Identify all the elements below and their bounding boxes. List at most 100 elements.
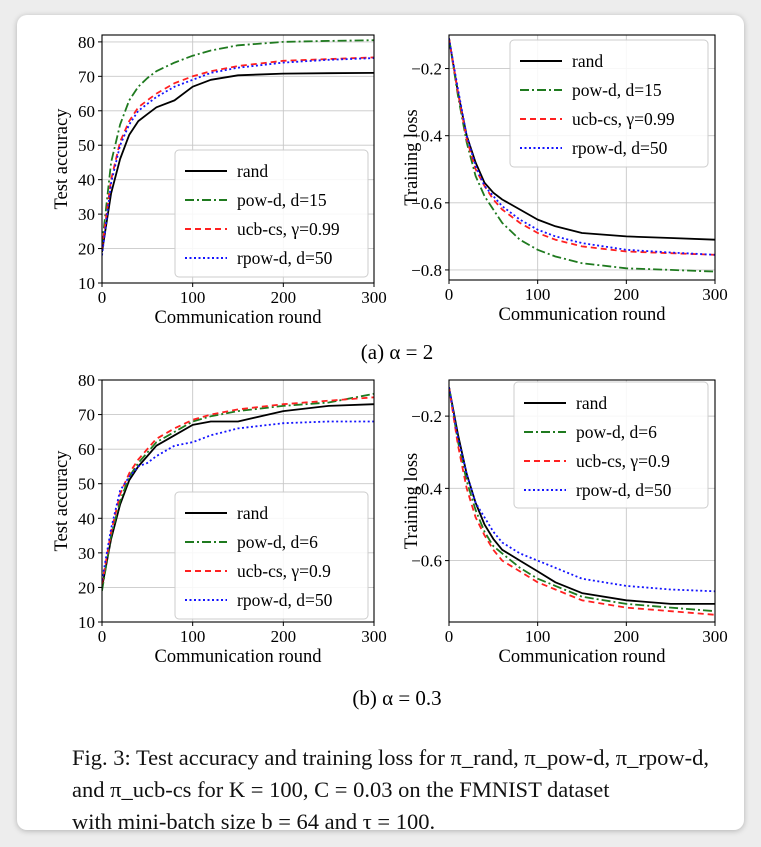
x-tick-label: 100 — [180, 288, 206, 307]
y-tick-label: 30 — [78, 205, 95, 224]
y-tick-label: −0.4 — [411, 127, 442, 146]
legend-label-powd: pow-d, d=6 — [576, 422, 657, 442]
x-tick-label: 300 — [702, 285, 728, 304]
x-tick-label: 200 — [614, 627, 640, 646]
y-tick-label: 50 — [78, 475, 95, 494]
y-tick-label: 40 — [78, 171, 95, 190]
series-line-powd — [449, 38, 715, 273]
x-axis-label: Communication round — [155, 647, 323, 667]
y-tick-label: 20 — [78, 240, 95, 259]
series-line-ucb — [449, 38, 715, 256]
legend-label-powd: pow-d, d=6 — [237, 532, 318, 552]
y-tick-label: 70 — [78, 406, 95, 425]
series-line-rand — [102, 72, 374, 253]
legend-box — [174, 491, 369, 620]
x-tick-label: 0 — [98, 627, 107, 646]
legend-label-rpowd: rpow-d, d=50 — [237, 590, 333, 610]
series-line-powd — [449, 387, 715, 613]
y-tick-label: 80 — [78, 33, 95, 52]
y-tick-label: 50 — [78, 136, 95, 155]
chart-panel-a-acc: 0 100 200 300 10 20 30 40 50 60 70 80 Communication … — [52, 33, 387, 328]
y-tick-label: 10 — [78, 613, 95, 632]
x-tick-label: 100 — [525, 285, 551, 304]
legend-box — [509, 39, 709, 168]
y-tick-label: −0.8 — [411, 261, 442, 280]
x-tick-label: 300 — [361, 627, 387, 646]
legend-label-rand: rand — [237, 503, 268, 523]
x-axis-label: Communication round — [155, 308, 323, 328]
subcaption-b: (b) α = 0.3 — [352, 686, 441, 710]
legend-box — [174, 149, 369, 278]
series-line-rpowd — [102, 57, 374, 256]
subcaption-a: (a) α = 2 — [361, 340, 433, 364]
y-tick-label: −0.6 — [411, 194, 442, 213]
legend-label-rpowd: rpow-d, d=50 — [237, 248, 333, 268]
y-axis-label: Test accuracy — [52, 108, 72, 210]
y-tick-label: −0.2 — [411, 407, 442, 426]
plot-frame — [448, 379, 716, 623]
chart-panel-b-acc: 0 100 200 300 10 20 30 40 50 60 70 80 Communication … — [52, 371, 387, 667]
chart-panel-b-loss: 0 100 200 300 −0.2 −0.4 −0.6 Communication roun… — [402, 379, 728, 667]
chart-panel-a-loss: 0 100 200 300 −0.2 −0.4 −0.6 −0.8 Communication … — [402, 34, 728, 325]
legend-label-ucb: ucb-cs, γ=0.9 — [576, 451, 670, 471]
legend-box — [513, 381, 709, 509]
legend-label-ucb: ucb-cs, γ=0.9 — [237, 561, 331, 581]
series-line-rpowd — [449, 38, 715, 256]
legend-label-rpowd: rpow-d, d=50 — [572, 138, 668, 158]
y-axis-label: Training loss — [402, 453, 422, 549]
series-line-powd — [102, 392, 374, 592]
series-line-rand — [449, 387, 715, 605]
x-tick-label: 0 — [445, 627, 454, 646]
x-tick-label: 100 — [180, 627, 206, 646]
series-line-rpowd — [449, 387, 715, 593]
caption-line-3: with mini-batch size b = 64 and τ = 100. — [72, 809, 436, 834]
y-tick-label: 80 — [78, 371, 95, 390]
plot-frame — [448, 34, 716, 281]
y-tick-label: 20 — [78, 578, 95, 597]
x-tick-label: 0 — [98, 288, 107, 307]
y-tick-label: 70 — [78, 67, 95, 86]
x-tick-label: 300 — [361, 288, 387, 307]
series-group — [102, 39, 374, 256]
x-tick-label: 200 — [271, 288, 297, 307]
x-tick-label: 200 — [271, 627, 297, 646]
caption-line-2: and π_ucb-cs for K = 100, C = 0.03 on th… — [72, 777, 610, 802]
legend-label-rand: rand — [572, 51, 603, 71]
figure-card: 0 100 200 300 10 20 30 40 50 60 70 80 Communication … — [17, 15, 744, 834]
legend-label-rand: rand — [237, 161, 268, 181]
y-tick-label: 10 — [78, 274, 95, 293]
series-line-rand — [102, 403, 374, 588]
series-line-powd — [102, 39, 374, 246]
y-axis-label: Training loss — [402, 109, 422, 205]
y-tick-label: −0.4 — [411, 479, 442, 498]
series-group — [449, 387, 715, 616]
x-tick-label: 100 — [525, 627, 551, 646]
x-axis-label: Communication round — [499, 305, 667, 325]
legend-label-rpowd: rpow-d, d=50 — [576, 480, 672, 500]
plot-frame — [101, 34, 375, 284]
plot-frame — [101, 379, 375, 623]
y-tick-label: 60 — [78, 440, 95, 459]
x-tick-label: 200 — [614, 285, 640, 304]
y-tick-label: 30 — [78, 544, 95, 563]
series-line-ucb — [449, 387, 715, 616]
legend-label-rand: rand — [576, 393, 607, 413]
series-group — [102, 392, 374, 592]
legend-label-ucb: ucb-cs, γ=0.99 — [237, 219, 340, 239]
y-tick-label: 40 — [78, 509, 95, 528]
y-tick-label: −0.6 — [411, 552, 442, 571]
x-axis-label: Communication round — [499, 647, 667, 667]
y-axis-label: Test accuracy — [52, 450, 72, 552]
y-tick-label: 60 — [78, 102, 95, 121]
legend-label-powd: pow-d, d=15 — [572, 80, 662, 100]
series-group — [449, 38, 715, 273]
x-tick-label: 300 — [702, 627, 728, 646]
series-line-ucb — [102, 56, 374, 249]
figure-caption: Fig. 3: Test accuracy and training loss … — [72, 742, 742, 838]
figure-svg: 0 100 200 3001020304050607080Communication … — [52, 33, 728, 710]
legend-label-powd: pow-d, d=15 — [237, 190, 327, 210]
caption-line-1: Fig. 3: Test accuracy and training loss … — [72, 745, 709, 770]
series-line-rpowd — [102, 420, 374, 581]
y-tick-label: −0.2 — [411, 60, 442, 79]
series-line-ucb — [102, 396, 374, 585]
